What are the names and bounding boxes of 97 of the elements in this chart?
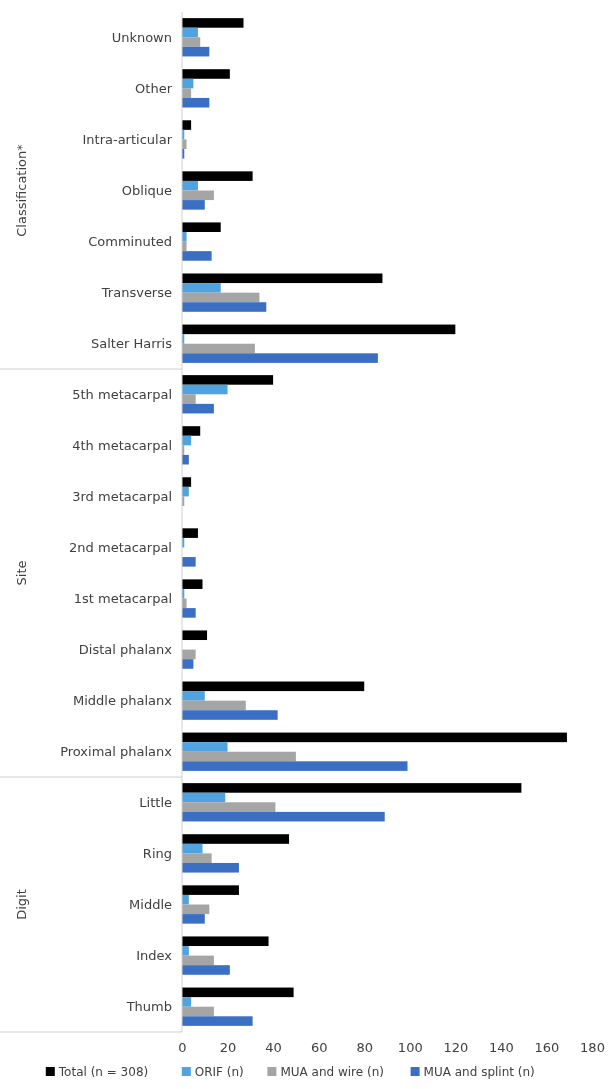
legend-label: Total (n = 308)	[57, 1065, 149, 1080]
bar	[182, 834, 290, 844]
bar	[182, 88, 192, 98]
y-tick-label: Unknown	[111, 29, 172, 45]
bar	[182, 426, 201, 436]
bar	[182, 273, 383, 284]
x-tick-label: 120	[443, 1040, 469, 1056]
y-tick-label: Salter Harris	[91, 336, 173, 352]
bar	[182, 222, 221, 232]
y-tick-label: Transverse	[100, 285, 172, 301]
bar	[182, 200, 205, 210]
bar	[182, 691, 205, 701]
bar	[182, 659, 194, 669]
bar	[182, 751, 296, 762]
bar	[182, 579, 203, 589]
bar	[182, 742, 228, 752]
bar	[182, 700, 246, 711]
bar	[182, 37, 201, 47]
legend-label: ORIF (n)	[194, 1065, 244, 1080]
legend-label: MUA and splint (n)	[423, 1065, 535, 1080]
bar	[182, 557, 196, 567]
y-tick-label: Comminuted	[88, 234, 172, 250]
bar	[182, 732, 567, 743]
bar	[182, 120, 192, 130]
bar	[182, 802, 276, 812]
y-tick-label: Middle	[129, 897, 172, 913]
y-tick-label: Distal phalanx	[78, 642, 173, 658]
y-axis-title: Digit	[14, 889, 29, 920]
bar	[182, 997, 192, 1007]
y-tick-label: Oblique	[121, 183, 172, 199]
bar	[182, 914, 205, 924]
bar	[182, 862, 239, 873]
x-tick-label: 160	[534, 1040, 560, 1056]
y-tick-label: 5th metacarpal	[72, 386, 172, 402]
bar	[182, 403, 214, 414]
bar	[182, 811, 385, 822]
y-tick-label: Proximal phalanx	[60, 744, 173, 760]
x-tick-label: 0	[178, 1040, 187, 1056]
y-tick-label: Thumb	[125, 999, 172, 1015]
y-tick-label: Index	[136, 948, 173, 964]
y-tick-label: Middle phalanx	[72, 693, 173, 709]
bar	[182, 885, 239, 895]
y-axis-title: Classification*	[14, 143, 29, 237]
bar	[182, 608, 196, 618]
bar	[182, 528, 198, 538]
bar	[182, 324, 456, 335]
bar	[182, 251, 212, 261]
y-tick-label: 3rd metacarpal	[72, 488, 172, 504]
bar	[182, 792, 226, 803]
y-tick-label: Ring	[142, 845, 172, 861]
bar	[182, 97, 210, 108]
bar	[182, 343, 255, 354]
legend-label: MUA and wire (n)	[280, 1065, 384, 1080]
bar	[182, 1006, 214, 1017]
bar	[182, 302, 267, 312]
bar	[182, 783, 522, 793]
bar	[182, 946, 189, 956]
bar	[182, 353, 378, 363]
y-tick-label: 1st metacarpal	[73, 591, 172, 607]
x-tick-label: 100	[397, 1040, 423, 1056]
bar	[182, 477, 192, 487]
bar	[182, 761, 408, 771]
y-tick-label: 4th metacarpal	[72, 437, 172, 453]
bar	[182, 965, 230, 975]
y-tick-label: Other	[135, 80, 173, 96]
bar	[182, 853, 212, 863]
y-axis-title: Site	[14, 560, 29, 586]
x-tick-label: 180	[580, 1040, 605, 1056]
y-tick-label: Little	[139, 794, 172, 810]
bar	[182, 630, 208, 641]
bar	[182, 936, 269, 947]
bar	[182, 955, 214, 966]
bar	[182, 69, 230, 79]
bar	[182, 292, 260, 303]
x-tick-label: 140	[488, 1040, 514, 1056]
bar	[182, 139, 187, 149]
x-tick-label: 40	[265, 1040, 282, 1056]
bar	[182, 843, 203, 854]
bar	[182, 171, 253, 181]
x-tick-label: 20	[219, 1040, 237, 1056]
bar	[182, 232, 187, 242]
x-tick-label: 80	[356, 1040, 373, 1056]
bar	[182, 18, 244, 28]
bar	[182, 710, 278, 720]
y-tick-label: Intra-articular	[82, 131, 173, 147]
y-tick-label: 2nd metacarpal	[69, 540, 172, 556]
bar	[182, 394, 196, 404]
bar	[182, 180, 198, 191]
bar	[182, 1016, 253, 1026]
bar	[182, 987, 294, 998]
bar	[182, 384, 228, 395]
bar	[182, 681, 365, 692]
bar	[182, 190, 214, 201]
x-tick-label: 60	[310, 1040, 328, 1056]
bar	[182, 375, 274, 385]
bar	[182, 894, 189, 905]
bar	[182, 283, 221, 293]
